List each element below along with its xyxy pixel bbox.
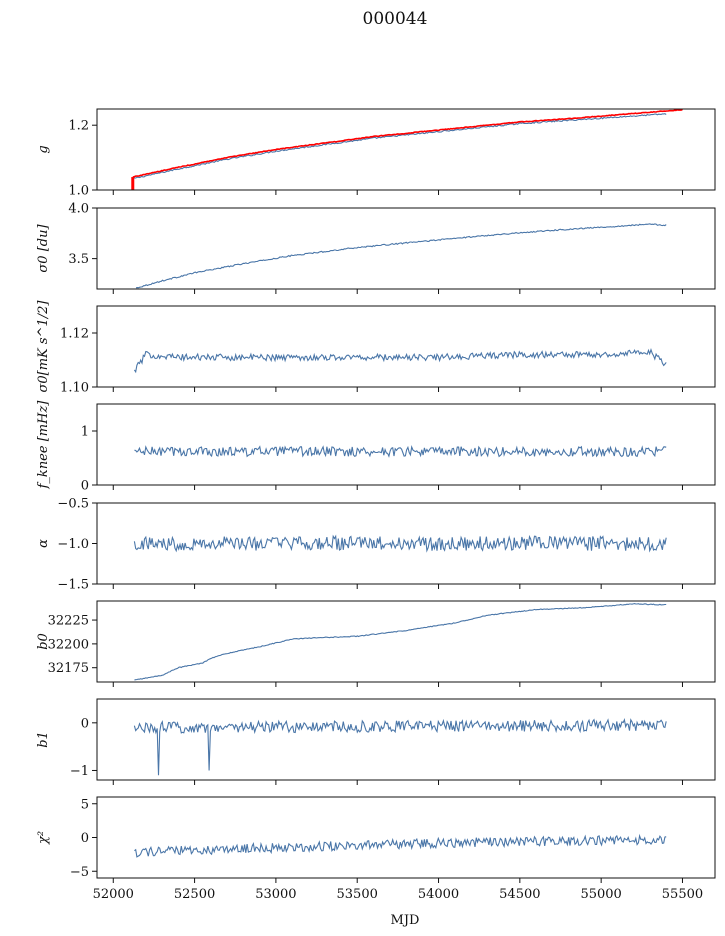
y-tick-label: 3.5 bbox=[68, 252, 89, 267]
y-tick-label: 1.0 bbox=[68, 184, 89, 199]
panel-2: 3.5 4.0 σ0 [du] bbox=[36, 202, 716, 294]
axes-frame bbox=[96, 403, 716, 486]
x-tick-label: 54500 bbox=[499, 887, 540, 902]
series-line bbox=[134, 603, 667, 681]
y-axis-label: χ² bbox=[36, 831, 51, 845]
y-axis-label: b1 bbox=[36, 731, 51, 748]
y-tick-label: 32200 bbox=[48, 637, 89, 652]
panel-5: −1.5 −1.0 −0.5 α bbox=[36, 497, 716, 593]
y-tick-label: 4.0 bbox=[68, 202, 89, 217]
y-tick-label: −1.5 bbox=[57, 578, 89, 593]
axes-frame bbox=[96, 108, 716, 191]
axes-frame bbox=[96, 305, 716, 388]
panel-7: −1 0 b1 bbox=[36, 698, 716, 785]
y-tick-label: 1.12 bbox=[60, 327, 89, 342]
y-axis-label: b0 bbox=[36, 633, 51, 650]
y-axis-label: g bbox=[36, 145, 51, 153]
y-axis-label: σ0[mK s^1/2] bbox=[36, 300, 51, 393]
x-tick-label: 54000 bbox=[418, 887, 459, 902]
y-tick-label: −0.5 bbox=[57, 497, 89, 512]
series-line bbox=[132, 109, 683, 178]
x-tick-label: 55000 bbox=[580, 887, 621, 902]
y-tick-label: −1 bbox=[70, 764, 89, 779]
y-axis-label: σ0 [du] bbox=[36, 224, 51, 273]
y-tick-label: 1 bbox=[81, 425, 89, 440]
panel-6: 32175 32200 32225 b0 bbox=[36, 600, 716, 687]
y-axis-label: α bbox=[36, 539, 51, 548]
y-tick-label: 1.2 bbox=[68, 119, 89, 134]
y-tick-label: 1.10 bbox=[60, 381, 89, 396]
panels: 1.0 1.2 g 3.5 4.0 σ0 [du] 1.10 1.12 σ0[mK s^1/2]… bbox=[36, 108, 716, 902]
x-tick-label: 55500 bbox=[662, 887, 703, 902]
x-tick-label: 52000 bbox=[93, 887, 134, 902]
y-tick-label: −5 bbox=[70, 865, 89, 880]
series-line bbox=[134, 445, 667, 458]
x-axis-label: MJD bbox=[391, 913, 420, 928]
axes-frame bbox=[96, 796, 716, 879]
y-tick-label: 32225 bbox=[48, 614, 89, 629]
axes-frame bbox=[96, 207, 716, 290]
series-line bbox=[132, 113, 667, 179]
y-tick-label: −1.0 bbox=[57, 537, 89, 552]
axes-frame bbox=[96, 698, 716, 781]
panel-8: −5 0 5 52000 52500 53000 53500 54000 54500 55000 5… bbox=[36, 796, 716, 902]
y-tick-label: 0 bbox=[81, 831, 89, 846]
panel-1: 1.0 1.2 g bbox=[36, 108, 716, 199]
series-line bbox=[133, 347, 667, 374]
x-tick-label: 53500 bbox=[337, 887, 378, 902]
x-tick-label: 52500 bbox=[174, 887, 215, 902]
x-tick-label: 53000 bbox=[255, 887, 296, 902]
y-tick-label: 0 bbox=[81, 479, 89, 494]
figure-title: 000044 bbox=[363, 9, 428, 29]
series-line bbox=[135, 223, 667, 289]
y-tick-label: 5 bbox=[81, 797, 89, 812]
y-tick-label: 0 bbox=[81, 716, 89, 731]
panel-3: 1.10 1.12 σ0[mK s^1/2] bbox=[36, 300, 716, 396]
series-line bbox=[134, 833, 667, 858]
panel-4: 0 1 f_knee [mHz] bbox=[36, 400, 716, 494]
y-tick-label: 32175 bbox=[48, 661, 89, 676]
series-line bbox=[133, 717, 667, 776]
axes-frame bbox=[96, 600, 716, 683]
series-line bbox=[133, 534, 667, 553]
y-axis-label: f_knee [mHz] bbox=[36, 400, 51, 490]
